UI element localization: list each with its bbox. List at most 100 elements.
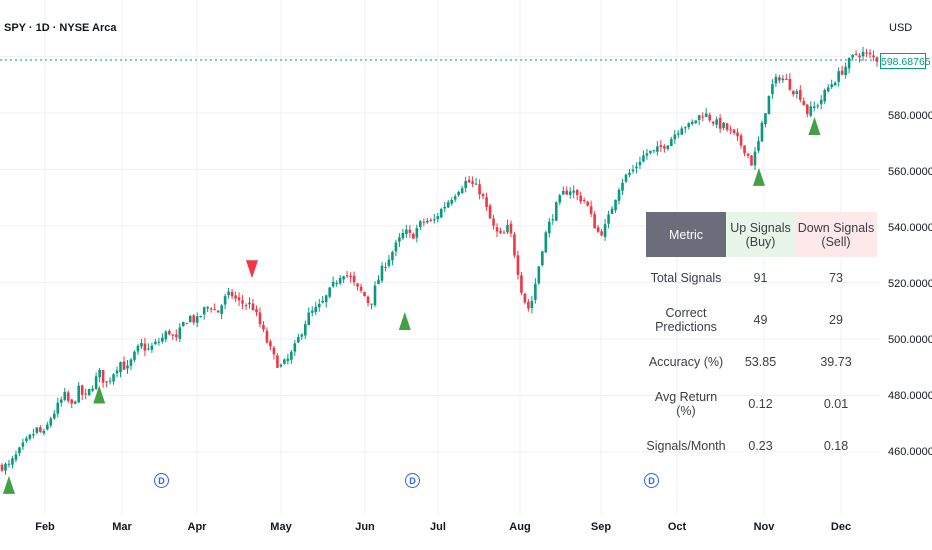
candle-body [408,229,412,233]
candle-body [683,127,687,129]
candle-body [617,189,621,201]
price-chart[interactable] [0,0,880,520]
candle-body [628,172,631,175]
candle-body [530,301,534,309]
candle-body [732,129,736,133]
candle-body [610,208,614,214]
candle-body [39,427,42,432]
candle-body [600,231,603,236]
candle-body [230,291,234,297]
candle-body [701,116,704,118]
buy-signal-icon [752,167,765,186]
candle-body [21,442,25,447]
symbol-title[interactable]: SPY · 1D · NYSE Arca [4,22,117,34]
candle-body [513,234,516,256]
candle-body [7,463,11,465]
table-cell: 91 [753,271,768,285]
candle-body [192,315,196,323]
table-row: Total Signals 91 73 [646,257,877,299]
candle-body [739,135,743,146]
candle-body [516,255,520,275]
candle-body [603,224,607,238]
dividend-marker-icon[interactable]: D [154,473,169,488]
currency-label[interactable]: USD [889,22,913,34]
candle-body [690,121,694,124]
candle-body [631,169,635,172]
sell-signal-icon [246,260,258,279]
month-label: Feb [35,521,55,533]
candle-body [687,123,691,128]
candle-body [185,323,189,325]
candle-body [59,399,63,403]
candle-body [25,438,28,442]
table-cell: 0.01 [823,397,849,411]
table-header-cell: Metric [646,212,726,257]
table-cell: 29 [829,313,843,327]
candle-body [168,330,171,335]
candle-body [202,307,206,315]
candle-body [91,388,94,391]
candle-body [136,345,140,352]
candle-body [317,303,321,308]
candle-body [485,197,488,208]
candle-body [307,312,311,326]
candle-body [380,265,384,281]
candle-body [652,150,656,152]
candle-body [157,341,161,343]
candle-body [384,266,387,268]
candle-body [258,312,262,325]
candle-body [506,225,509,233]
candle-body [283,359,286,364]
candle-body [851,54,854,58]
candle-body [861,52,865,57]
table-header-row: Metric Up Signals (Buy) Down Signals (Se… [646,212,877,257]
candle-body [659,145,663,148]
candle-body [544,232,548,253]
candle-body [342,276,345,280]
candle-body [481,194,485,197]
candle-body [84,393,87,395]
candle-body [722,122,725,129]
candle-body [572,190,576,193]
candle-body [338,277,342,284]
candle-body [303,324,307,336]
signal-stats-table: Metric Up Signals (Buy) Down Signals (Se… [646,212,877,467]
candle-body [356,283,359,287]
dividend-marker-icon[interactable]: D [405,473,420,488]
candle-body [436,216,440,219]
candle-body [314,306,318,313]
candle-body [826,87,830,92]
candle-body [56,402,60,414]
candle-body [589,206,593,214]
candle-body [805,104,809,115]
candle-body [373,285,377,306]
candle-body [812,106,816,108]
candle-body [415,228,419,238]
candle-body [290,351,293,360]
candle-body [708,114,711,121]
candle-body [276,355,279,368]
candle-body [704,113,708,117]
candle-body [181,321,185,327]
candle-body [122,361,126,370]
candle-body [453,196,457,200]
candle-body [621,182,624,191]
candle-body [251,303,255,311]
month-label: Dec [830,521,852,533]
month-label: Nov [753,521,775,533]
candle-body [792,90,795,95]
candle-body [711,121,715,124]
candle-body [94,376,98,389]
candle-body [858,55,861,58]
candle-body [499,230,502,233]
dividend-marker-icon[interactable]: D [644,473,659,488]
month-label: Apr [187,521,207,533]
candle-body [816,105,820,107]
candle-body [673,134,677,140]
candle-body [809,106,813,116]
candle-body [209,308,213,310]
candle-body [802,100,806,106]
price-tick: 520.00000 [888,278,932,290]
candle-body [450,199,454,204]
